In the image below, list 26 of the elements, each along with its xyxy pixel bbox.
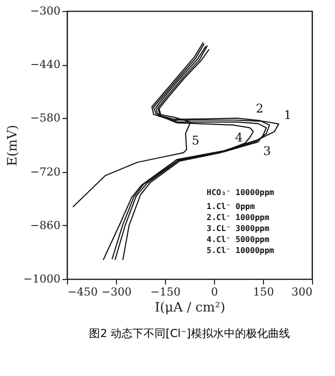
y-tick-label: −580 [30, 112, 60, 125]
annotation: 4.Cl⁻ 5000ppm [206, 235, 270, 244]
y-tick-label: −1000 [23, 272, 60, 286]
annotation: 5.Cl⁻ 10000ppm [206, 246, 274, 256]
annotation: 5 [192, 134, 200, 148]
annotation: HCO₃⁻ 10000ppm [206, 188, 274, 198]
x-tick-label: −150 [150, 286, 181, 298]
text: 图2 动态下不同[Cl⁻]模拟水中的极化曲线 [89, 327, 290, 340]
annotation: 3 [263, 144, 271, 158]
x-tick-label: 300 [292, 286, 312, 298]
x-tick-label: −450 [68, 286, 98, 298]
annotation: 4 [235, 130, 244, 144]
x-tick-label: −300 [101, 286, 132, 298]
annotation: 1 [284, 108, 292, 122]
y-tick-label: −720 [30, 165, 60, 178]
y-axis-title: E(mV) [5, 124, 20, 166]
y-tick-label: −860 [30, 218, 60, 232]
annotation: 2 [256, 101, 264, 116]
annotation: 1.Cl⁻ 0ppm [206, 202, 255, 212]
y-tick-label: −300 [30, 4, 60, 18]
annotation: 2.Cl⁻ 1000ppm [206, 213, 270, 222]
x-tick-label: 0 [211, 286, 218, 298]
x-axis-title: I(μA / cm²) [154, 300, 226, 316]
y-tick-label: −440 [30, 58, 60, 72]
x-tick-label: 150 [253, 286, 274, 298]
annotation: 3.CL⁻ 3000ppm [206, 224, 270, 234]
